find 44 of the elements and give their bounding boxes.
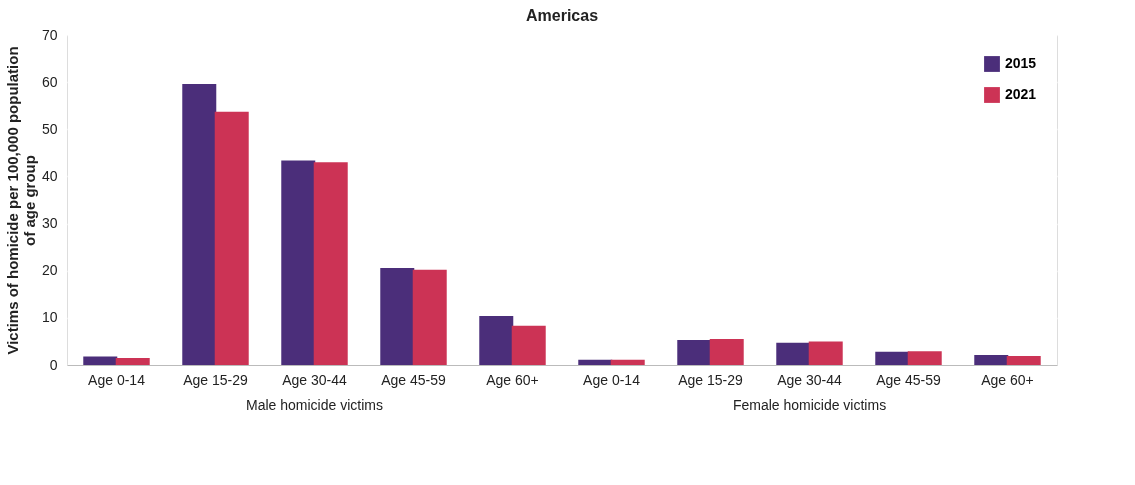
y-tick-label: 50: [41, 120, 58, 137]
text: Female homicide victims: [732, 397, 887, 413]
y-tick-label: 40: [41, 167, 58, 184]
bar: [511, 325, 546, 365]
text: Male homicide victims: [246, 397, 383, 413]
y-tick-label: 0: [49, 356, 58, 373]
legend-label: 2021: [1005, 86, 1037, 102]
x-tick-label: Age 30-44: [777, 371, 843, 388]
x-tick-label: Age 0-14: [88, 371, 146, 388]
x-tick-label: Age 45-59: [381, 371, 447, 388]
y-axis-title: Victims of homicide per 100,000 population of age group: [3, 46, 38, 355]
bar: [313, 162, 348, 365]
bar: [281, 160, 316, 365]
chart-title: Americas: [525, 7, 599, 24]
x-tick-label: Age 15-29: [183, 371, 249, 388]
bar: [214, 111, 249, 365]
x-tick-label: Age 60+: [486, 371, 539, 388]
x-tick-label: Age 30-44: [282, 371, 348, 388]
bar: [578, 359, 613, 365]
y-tick-label: 20: [41, 262, 58, 279]
bar: [907, 351, 942, 365]
bar: [974, 355, 1009, 365]
bar: [479, 315, 514, 365]
y-tick-label: 70: [41, 26, 58, 43]
bar: [115, 357, 150, 365]
bar: [776, 342, 811, 365]
bar: [709, 339, 744, 365]
bar: [875, 351, 910, 365]
y-tick-label: 60: [41, 73, 58, 90]
bar: [610, 359, 645, 365]
bar: [808, 341, 843, 365]
y-tick-label: 30: [41, 215, 58, 232]
bar: [1006, 356, 1041, 365]
legend-label: 2015: [1005, 55, 1037, 71]
bar: [380, 267, 415, 365]
x-tick-label: Age 0-14: [583, 371, 641, 388]
x-tick-label: Age 60+: [981, 371, 1034, 388]
bar: [677, 340, 712, 365]
bar: [412, 269, 447, 365]
bar: [83, 356, 118, 365]
y-tick-label: 10: [41, 309, 58, 326]
x-tick-label: Age 45-59: [876, 371, 942, 388]
bar: [182, 84, 217, 365]
x-tick-label: Age 15-29: [678, 371, 744, 388]
